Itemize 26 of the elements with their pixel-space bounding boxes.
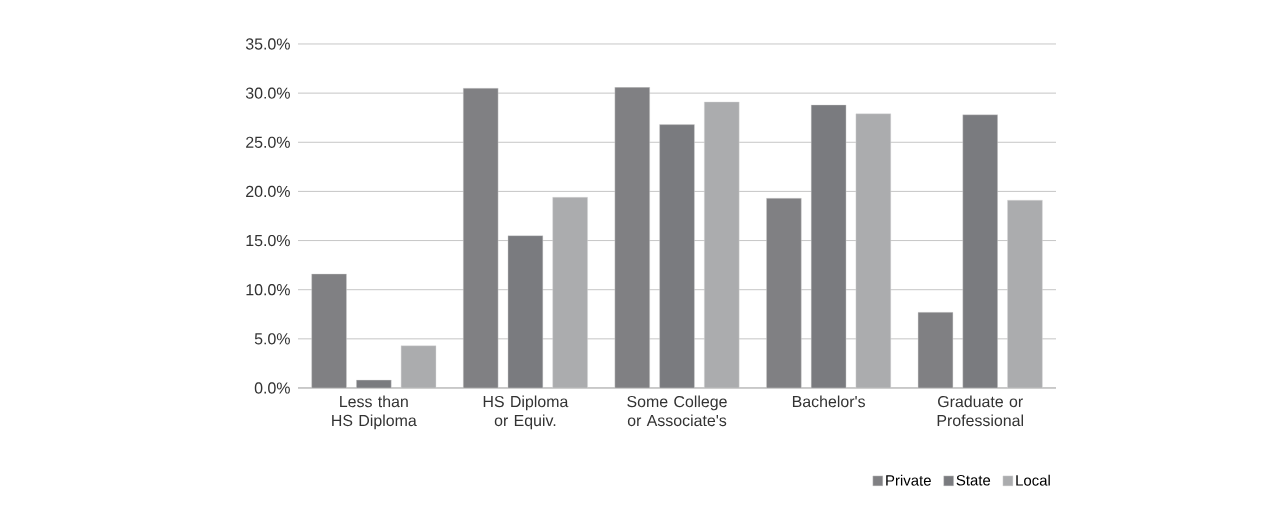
- y-tick-label: 10.0%: [246, 284, 290, 296]
- bar: [962, 114, 998, 388]
- bar: [766, 198, 802, 388]
- x-tick-label: Some College or Associate's: [627, 395, 727, 427]
- x-tick-label: Less than HS Diploma: [332, 395, 417, 430]
- bar: [356, 379, 392, 388]
- bar: [659, 124, 695, 388]
- x-tick-label: Bachelor's: [792, 395, 865, 408]
- bar: [810, 104, 847, 388]
- bar: [311, 273, 347, 388]
- x-tick-label: Graduate or Professional: [937, 395, 1023, 427]
- bar: [917, 312, 954, 388]
- y-tick-label: 35.0%: [245, 38, 290, 50]
- legend-label: State: [956, 474, 991, 486]
- bar: [463, 88, 499, 388]
- legend-label: Private: [886, 474, 931, 486]
- bar: [507, 235, 544, 388]
- y-tick-label: 15.0%: [246, 234, 290, 247]
- legend-label: Local: [1016, 474, 1050, 486]
- bar: [614, 87, 650, 388]
- y-tick-label: 5.0%: [254, 333, 290, 345]
- x-tick-label: HS Diploma or Equiv.: [483, 395, 569, 430]
- y-tick-label: 25.0%: [246, 136, 290, 148]
- y-tick-label: 0.0%: [254, 382, 290, 394]
- y-tick-label: 30.0%: [245, 87, 290, 99]
- y-tick-label: 20.0%: [246, 185, 290, 198]
